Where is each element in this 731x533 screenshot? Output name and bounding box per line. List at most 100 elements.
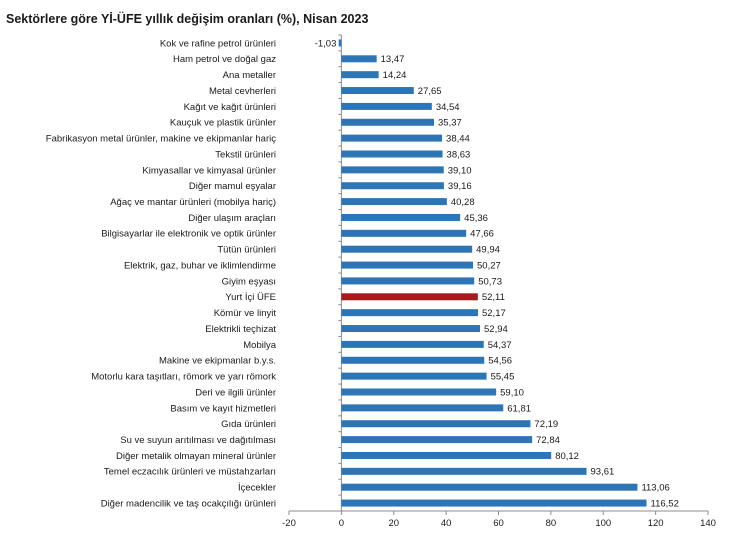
- bar: [341, 420, 531, 428]
- x-tick-label: 0: [339, 518, 344, 529]
- bar-highlight: [341, 293, 478, 301]
- value-label: 54,37: [488, 340, 512, 351]
- category-label: Ağaç ve mantar ürünleri (mobilya hariç): [110, 197, 276, 208]
- value-label: 80,12: [555, 451, 579, 462]
- bar: [341, 55, 377, 63]
- bar: [341, 356, 485, 364]
- chart-title: Sektörlere göre Yİ-ÜFE yıllık değişim or…: [6, 12, 369, 26]
- bar: [341, 404, 504, 412]
- value-label: 113,06: [641, 483, 669, 494]
- category-label: Su ve suyun arıtılması ve dağıtılması: [120, 435, 276, 446]
- value-label: 61,81: [507, 403, 531, 414]
- category-label: Kimyasallar ve kimyasal ürünler: [142, 165, 276, 176]
- bar: [341, 213, 461, 221]
- value-label: 50,27: [477, 260, 501, 271]
- x-tick-label: 20: [388, 518, 399, 529]
- value-label: 13,47: [381, 54, 405, 65]
- x-tick-label: 60: [493, 518, 504, 529]
- x-tick-label: 120: [648, 518, 664, 529]
- value-label: 39,16: [448, 181, 472, 192]
- category-label: Kağıt ve kağıt ürünleri: [184, 102, 276, 113]
- value-label: 47,66: [470, 229, 494, 240]
- bar: [341, 388, 497, 396]
- category-label: Temel eczacılık ürünleri ve müstahzarlar…: [104, 467, 276, 478]
- bar: [341, 134, 443, 142]
- bar: [341, 150, 443, 158]
- category-label: Gıda ürünleri: [221, 419, 276, 430]
- bar: [341, 87, 414, 95]
- bar: [341, 309, 478, 317]
- bar: [341, 277, 475, 285]
- value-label: 52,94: [484, 324, 508, 335]
- category-label: Ana metaller: [223, 70, 276, 81]
- bar: [341, 340, 484, 348]
- category-label: Basım ve kayıt hizmetleri: [170, 403, 276, 414]
- bar: [341, 118, 435, 126]
- value-label: 35,37: [438, 118, 462, 129]
- bar: [341, 166, 444, 174]
- value-label: 38,44: [446, 134, 470, 145]
- value-label: 59,10: [500, 387, 524, 398]
- value-label: 116,52: [651, 498, 679, 509]
- bar: [341, 229, 467, 237]
- x-tick-label: 80: [546, 518, 557, 529]
- value-label: 34,54: [436, 102, 460, 113]
- category-label: İçecekler: [238, 483, 276, 494]
- value-label: 39,10: [448, 165, 472, 176]
- category-label: Tekstil ürünleri: [215, 149, 276, 160]
- bar: [341, 372, 487, 380]
- bar: [341, 451, 552, 459]
- category-label: Mobilya: [243, 340, 276, 351]
- bar: [341, 245, 473, 253]
- value-label: 72,19: [534, 419, 558, 430]
- value-label: 93,61: [591, 467, 615, 478]
- category-label: Giyim eşyası: [222, 276, 276, 287]
- category-label: Elektrik, gaz, buhar ve iklimlendirme: [124, 260, 276, 271]
- category-label: Metal cevherleri: [209, 86, 276, 97]
- x-tick-label: 100: [595, 518, 611, 529]
- value-label: 72,84: [536, 435, 560, 446]
- category-label: Fabrikasyon metal ürünler, makine ve eki…: [46, 134, 276, 145]
- value-label: 49,94: [476, 245, 500, 256]
- value-label: 45,36: [464, 213, 488, 224]
- x-tick-label: 140: [700, 518, 716, 529]
- value-label: 40,28: [451, 197, 475, 208]
- category-label: Diğer metalik olmayan mineral ürünler: [116, 451, 276, 462]
- bar: [341, 325, 481, 333]
- category-label: Motorlu kara taşıtları, römork ve yarı r…: [91, 372, 276, 383]
- value-label: 27,65: [418, 86, 442, 97]
- bar: [341, 71, 379, 79]
- bar: [341, 102, 432, 110]
- bar: [341, 436, 533, 444]
- category-label: Elektrikli teçhizat: [205, 324, 276, 335]
- category-label: Kok ve rafine petrol ürünleri: [160, 38, 276, 49]
- category-label: Bilgisayarlar ile elektronik ve optik ür…: [101, 229, 276, 240]
- category-label: Makine ve ekipmanlar b.y.s.: [159, 356, 276, 367]
- value-label: 50,73: [478, 276, 502, 287]
- category-label: Tütün ürünleri: [217, 245, 276, 256]
- value-label: 52,17: [482, 308, 506, 319]
- bar: [341, 483, 638, 491]
- category-label: Diğer ulaşım araçları: [188, 213, 276, 224]
- bar: [341, 261, 474, 269]
- category-label: Diğer mamul eşyalar: [189, 181, 276, 192]
- category-label: Ham petrol ve doğal gaz: [173, 54, 276, 65]
- value-label: 38,63: [447, 149, 471, 160]
- bar: [341, 499, 647, 507]
- category-label: Deri ve ilgili ürünler: [195, 387, 276, 398]
- value-label: 52,11: [482, 292, 505, 303]
- value-label: 14,24: [383, 70, 407, 81]
- bar: [338, 39, 342, 47]
- bar: [341, 198, 447, 206]
- bar: [341, 467, 587, 475]
- value-label: -1,03: [315, 38, 337, 49]
- category-label: Diğer madencilik ve taş ocakçılığı ürünl…: [101, 498, 276, 509]
- category-label: Yurt İçi ÜFE: [225, 292, 276, 303]
- x-tick-label: 40: [441, 518, 452, 529]
- value-label: 55,45: [491, 372, 515, 383]
- value-label: 54,56: [488, 356, 512, 367]
- bar: [341, 182, 444, 190]
- category-label: Kauçuk ve plastik ürünler: [170, 118, 276, 129]
- x-tick-label: -20: [282, 518, 296, 529]
